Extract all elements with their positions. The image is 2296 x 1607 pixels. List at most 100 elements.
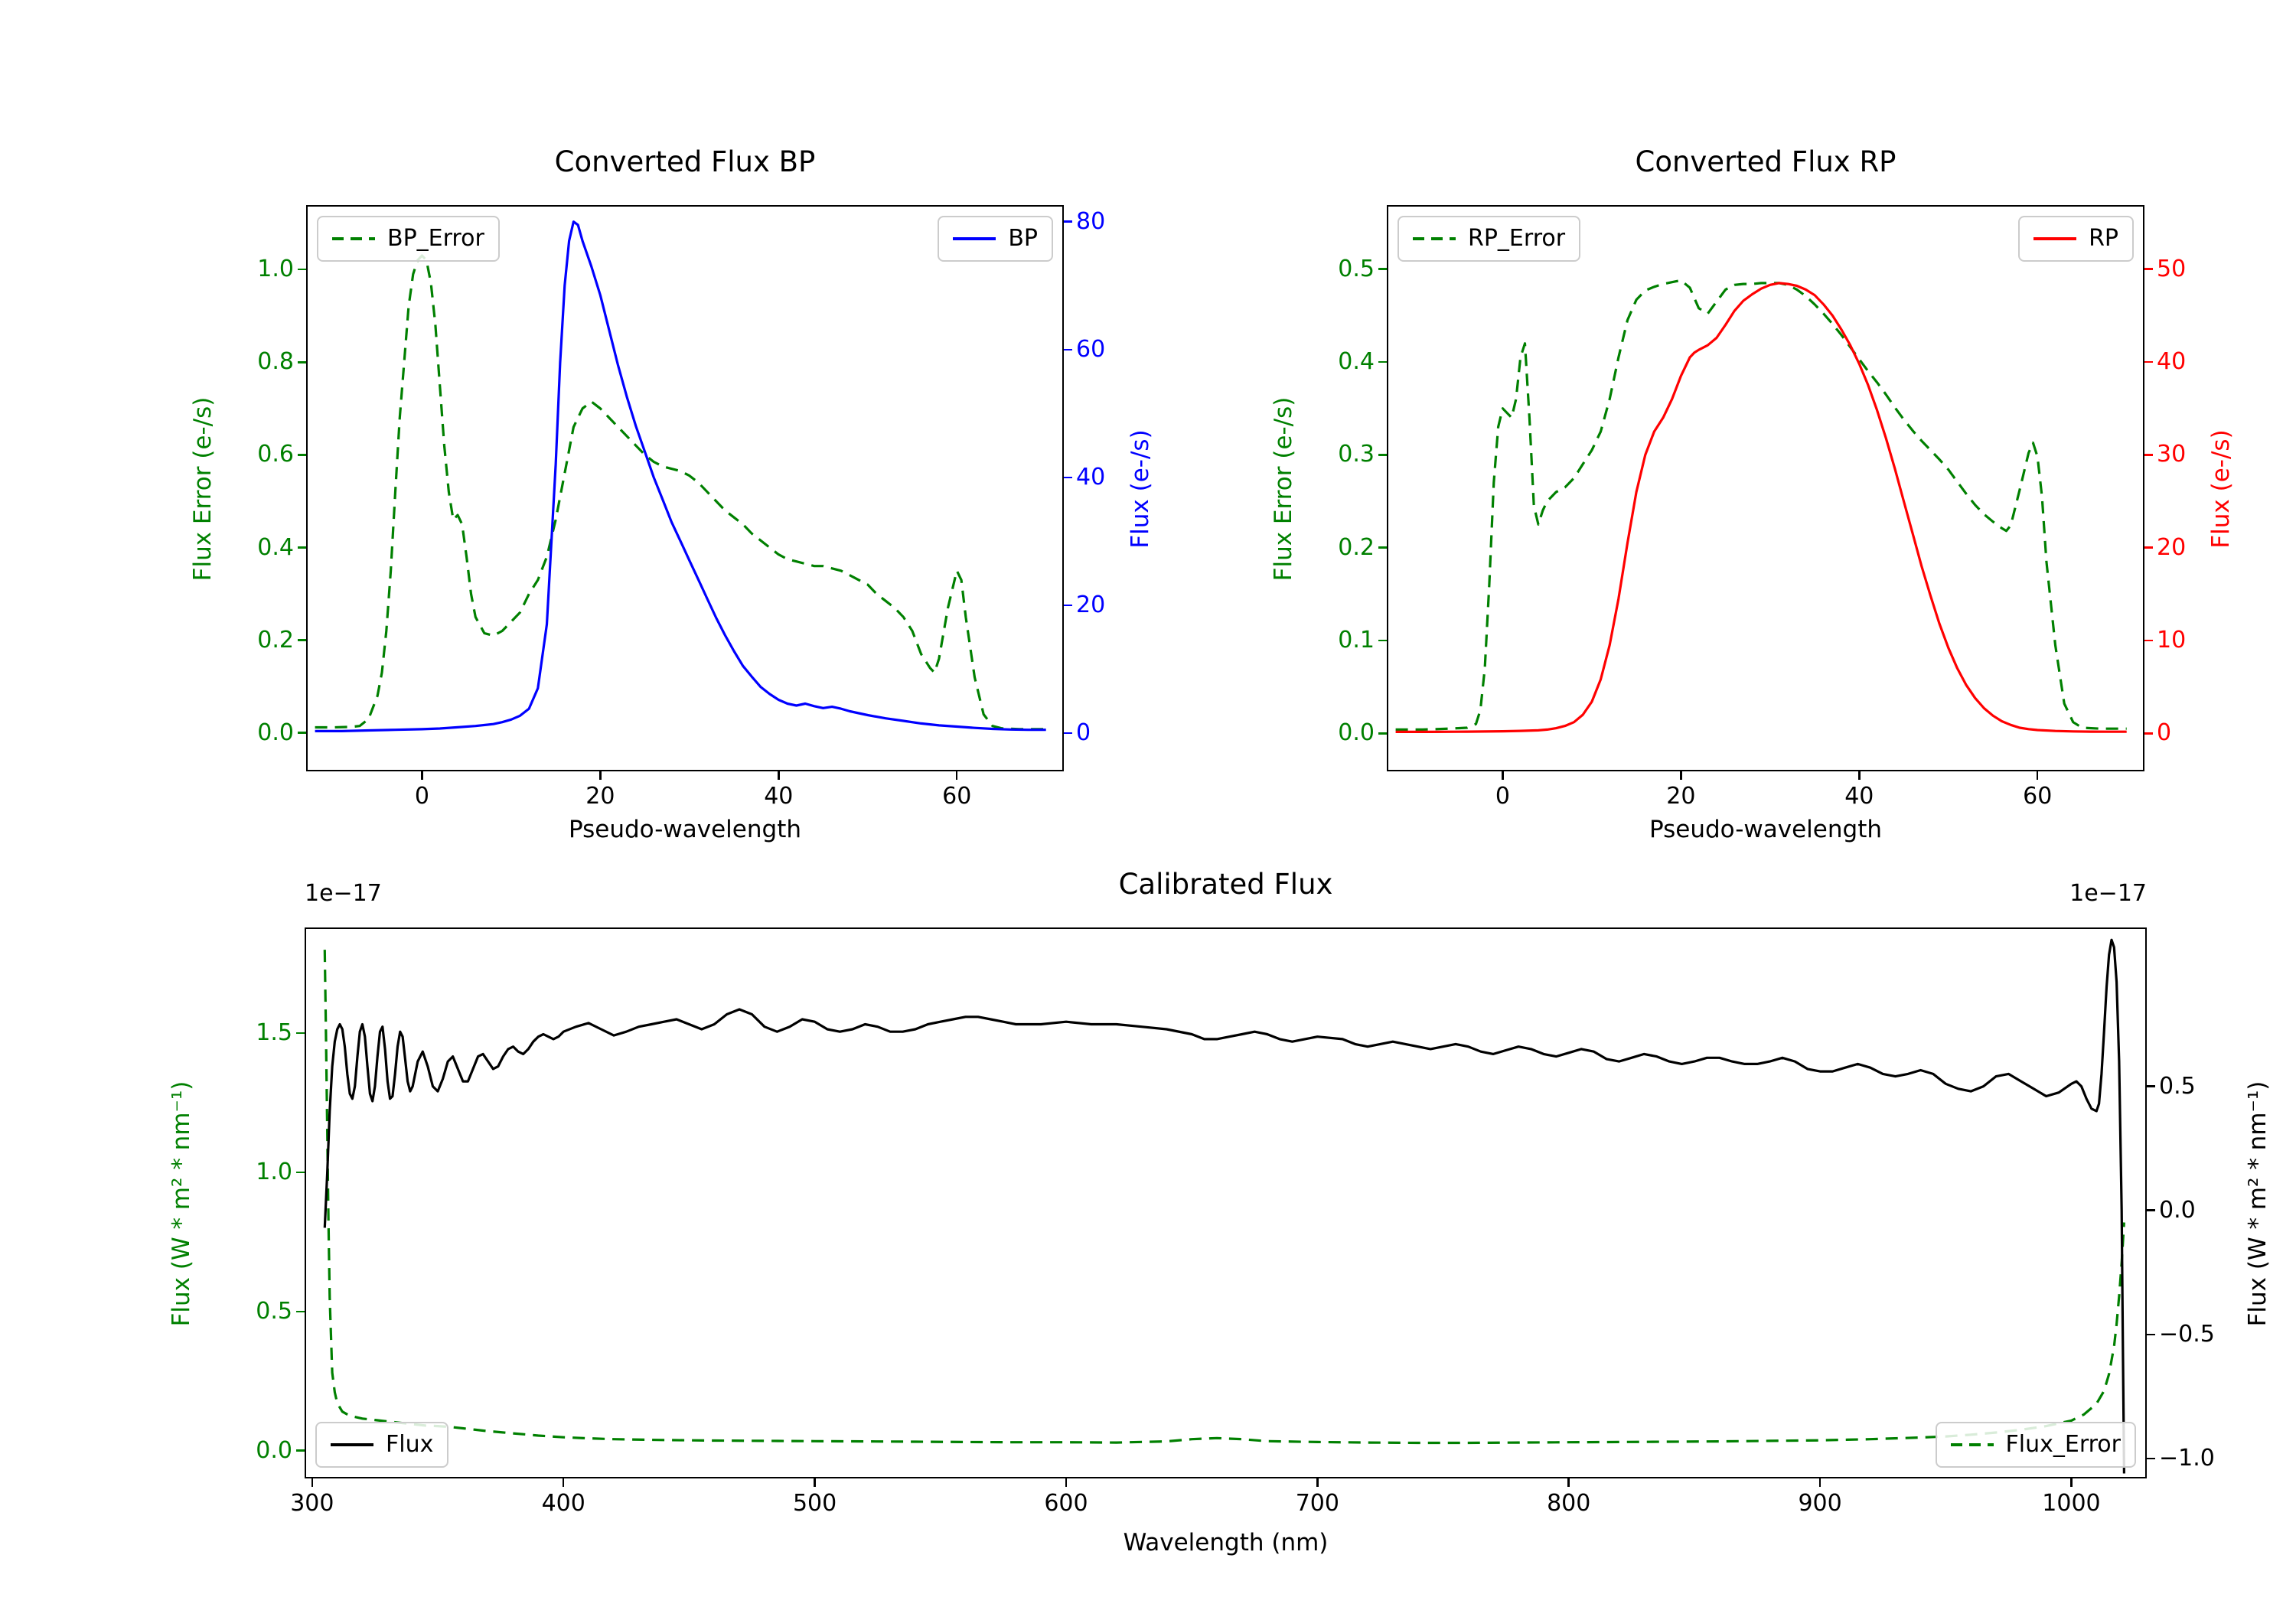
y-tick-mark-right-bp xyxy=(1064,476,1072,479)
axes-spines-rp xyxy=(1387,205,2144,771)
legend-line-sample-flux-error xyxy=(1950,1443,1994,1446)
y-tick-mark-right-cal xyxy=(2147,1209,2155,1211)
y-tick-mark-left-bp xyxy=(298,268,306,271)
x-tick-mark-cal xyxy=(311,1478,314,1487)
legend-rp: RP xyxy=(2018,216,2134,262)
y-tick-label-right-rp: 0 xyxy=(2157,719,2172,747)
x-tick-mark-rp xyxy=(1502,771,1504,780)
legend-line-sample-rp-error xyxy=(1413,237,1456,240)
y-tick-mark-right-cal xyxy=(2147,1085,2155,1087)
x-tick-label-cal: 700 xyxy=(1295,1490,1339,1517)
plot-area-rp xyxy=(1387,205,2144,771)
y-tick-mark-left-cal xyxy=(296,1032,305,1035)
axes-cal xyxy=(305,927,2147,1478)
legend-label-rp-error: RP_Error xyxy=(1468,225,1566,252)
y-tick-label-right-cal: 0.5 xyxy=(2159,1072,2196,1100)
x-tick-mark-bp xyxy=(955,771,958,780)
y-tick-label-left-bp: 0.8 xyxy=(257,348,294,376)
axis-offset-text-left: 1e−17 xyxy=(305,880,382,907)
y-tick-label-right-bp: 0 xyxy=(1076,719,1091,746)
x-tick-label-bp: 40 xyxy=(764,783,794,810)
y-tick-label-left-rp: 0.5 xyxy=(1338,255,1375,282)
legend-line-sample-bp xyxy=(953,237,996,240)
y-tick-mark-left-cal xyxy=(296,1449,305,1452)
x-tick-mark-rp xyxy=(2036,771,2039,780)
series-line-RP_Error xyxy=(1395,279,2127,732)
y-tick-label-right-rp: 40 xyxy=(2157,348,2187,376)
axes-rp xyxy=(1387,205,2144,771)
y-tick-label-left-cal: 1.0 xyxy=(256,1159,292,1185)
y-tick-label-right-cal: 0.0 xyxy=(2159,1196,2196,1224)
x-tick-mark-cal xyxy=(1818,1478,1821,1487)
y-tick-label-right-rp: 20 xyxy=(2157,533,2187,561)
y-tick-mark-right-rp xyxy=(2144,360,2153,363)
y-tick-mark-right-rp xyxy=(2144,639,2153,642)
axis-offset-text-right: 1e−17 xyxy=(2069,880,2147,907)
series-line-Flux_Error xyxy=(323,950,2125,1445)
y-tick-label-left-bp: 1.0 xyxy=(257,256,294,283)
y-tick-mark-left-cal xyxy=(296,1310,305,1313)
y-tick-label-right-rp: 30 xyxy=(2157,441,2187,468)
y-tick-mark-right-cal xyxy=(2147,1333,2155,1336)
series-line-BP_Error xyxy=(315,254,1046,731)
legend-label-bp-error: BP_Error xyxy=(387,225,484,252)
series-line-RP xyxy=(1395,282,2127,734)
axes-spines-bp xyxy=(306,205,1064,771)
x-axis-label-calibrated: Wavelength (nm) xyxy=(1123,1529,1329,1556)
y-tick-label-left-bp: 0.0 xyxy=(257,719,294,746)
y-tick-label-left-bp: 0.4 xyxy=(257,533,294,561)
x-tick-label-bp: 60 xyxy=(942,783,972,810)
legend-line-sample-bp-error xyxy=(332,237,375,240)
y-tick-mark-left-rp xyxy=(1378,268,1387,270)
legend-label-bp: BP xyxy=(1008,225,1038,252)
y-tick-label-left-rp: 0.1 xyxy=(1338,626,1375,654)
legend-label-flux: Flux xyxy=(386,1431,434,1458)
x-tick-label-rp: 0 xyxy=(1495,783,1510,810)
y-tick-mark-left-bp xyxy=(298,546,306,549)
x-tick-mark-cal xyxy=(1065,1478,1068,1487)
y-tick-label-right-rp: 10 xyxy=(2157,626,2187,654)
y-tick-label-right-bp: 80 xyxy=(1076,207,1106,235)
y-tick-label-right-cal: −0.5 xyxy=(2159,1320,2215,1348)
plot-title-bp: Converted Flux BP xyxy=(554,145,816,178)
x-tick-label-rp: 60 xyxy=(2023,783,2053,810)
legend-line-sample-rp xyxy=(2033,237,2077,240)
y-tick-label-left-rp: 0.2 xyxy=(1338,533,1375,561)
axes-spines-cal xyxy=(305,927,2147,1478)
legend-rp-error: RP_Error xyxy=(1397,216,1581,262)
x-tick-label-bp: 0 xyxy=(414,783,429,810)
legend-bp: BP xyxy=(938,216,1053,262)
x-tick-label-rp: 40 xyxy=(1844,783,1874,810)
y-tick-mark-left-bp xyxy=(298,454,306,456)
x-tick-label-cal: 800 xyxy=(1547,1490,1591,1517)
y-tick-label-right-bp: 20 xyxy=(1076,591,1106,618)
y-tick-mark-left-rp xyxy=(1378,546,1387,549)
y-tick-label-left-bp: 0.6 xyxy=(257,441,294,468)
y-tick-mark-left-bp xyxy=(298,639,306,641)
x-tick-label-cal: 300 xyxy=(290,1490,334,1517)
y-axis-label-calibrated-left: Flux (W * m² * nm⁻¹) xyxy=(168,1081,195,1327)
y-tick-mark-right-rp xyxy=(2144,546,2153,549)
plot-title-calibrated: Calibrated Flux xyxy=(1118,868,1333,901)
legend-label-rp: RP xyxy=(2089,225,2118,252)
y-tick-mark-right-bp xyxy=(1064,732,1072,735)
x-tick-label-cal: 500 xyxy=(792,1490,837,1517)
y-tick-label-left-rp: 0.3 xyxy=(1338,441,1375,468)
y-tick-label-right-bp: 40 xyxy=(1076,463,1106,491)
y-tick-mark-left-rp xyxy=(1378,732,1387,735)
legend-line-sample-flux xyxy=(331,1443,373,1446)
legend-bp-error: BP_Error xyxy=(317,216,500,262)
y-tick-label-left-bp: 0.2 xyxy=(257,626,294,654)
y-tick-label-left-cal: 0.5 xyxy=(256,1297,292,1325)
y-tick-label-right-bp: 60 xyxy=(1076,335,1106,363)
y-tick-mark-right-rp xyxy=(2144,732,2153,735)
x-axis-label-rp: Pseudo-wavelength xyxy=(1649,816,1882,843)
plot-area-cal xyxy=(305,927,2147,1478)
y-tick-label-right-cal: −1.0 xyxy=(2159,1445,2215,1472)
y-tick-mark-left-rp xyxy=(1378,639,1387,642)
x-tick-mark-cal xyxy=(1316,1478,1319,1487)
x-tick-mark-rp xyxy=(1680,771,1682,780)
x-tick-mark-bp xyxy=(778,771,780,780)
x-axis-label-bp: Pseudo-wavelength xyxy=(568,816,801,843)
